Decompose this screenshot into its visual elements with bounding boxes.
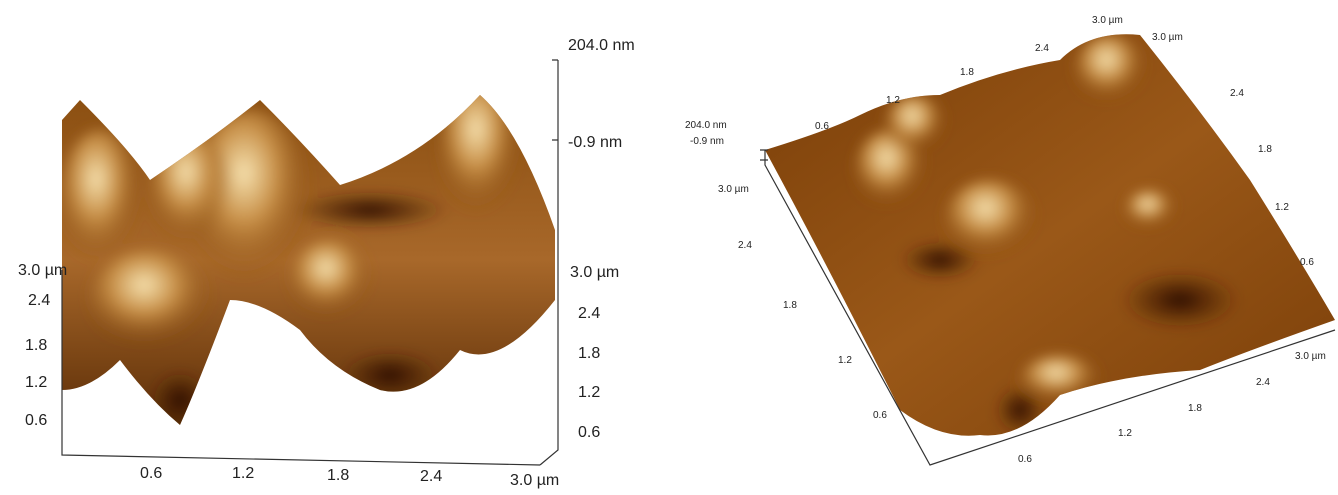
axis-label: 0.6	[1300, 257, 1314, 268]
axes-right	[760, 149, 1336, 466]
axis-label: 0.6	[873, 410, 887, 421]
axis-label: 1.8	[783, 300, 797, 311]
axis-label: 1.8	[1258, 144, 1272, 155]
axis-label: 1.8	[327, 467, 349, 484]
axis-label: -0.9 nm	[690, 136, 724, 147]
axis-label: 1.8	[1188, 403, 1202, 414]
surface-left	[62, 95, 555, 425]
axis-label: 0.6	[25, 412, 47, 429]
axis-label: 1.2	[1118, 428, 1132, 439]
axis-label: 1.2	[886, 95, 900, 106]
axis-label: 2.4	[738, 240, 752, 251]
axis-label: 1.2	[838, 355, 852, 366]
axis-label: 1.8	[25, 337, 47, 354]
axis-label: 1.8	[578, 345, 600, 362]
axis-label: -0.9 nm	[568, 134, 622, 151]
axis-label: 3.0 µm	[510, 472, 559, 489]
axis-label: 1.8	[960, 67, 974, 78]
axis-label: 3.0 µm	[1152, 32, 1183, 43]
axis-label: 2.4	[578, 305, 600, 322]
axis-label: 2.4	[28, 292, 50, 309]
axis-label: 0.6	[1018, 454, 1032, 465]
axis-label: 1.2	[25, 374, 47, 391]
axis-label: 2.4	[1035, 43, 1049, 54]
axis-label: 1.2	[1275, 202, 1289, 213]
axis-label: 3.0 µm	[18, 262, 67, 279]
axis-label: 2.4	[1256, 377, 1270, 388]
axis-label: 2.4	[1230, 88, 1244, 99]
axis-label: 3.0 µm	[570, 264, 619, 281]
axis-label: 3.0 µm	[718, 184, 749, 195]
axis-label: 0.6	[815, 121, 829, 132]
axis-label: 0.6	[140, 465, 162, 482]
axis-label: 204.0 nm	[568, 37, 635, 54]
axis-label: 1.2	[578, 384, 600, 401]
axis-label: 3.0 µm	[1295, 351, 1326, 362]
axis-label: 3.0 µm	[1092, 15, 1123, 26]
axis-label: 0.6	[578, 424, 600, 441]
axis-label: 2.4	[420, 468, 442, 485]
axis-label: 1.2	[232, 465, 254, 482]
axis-label: 204.0 nm	[685, 120, 727, 131]
surface-right	[765, 34, 1335, 436]
axes-left	[61, 59, 559, 466]
